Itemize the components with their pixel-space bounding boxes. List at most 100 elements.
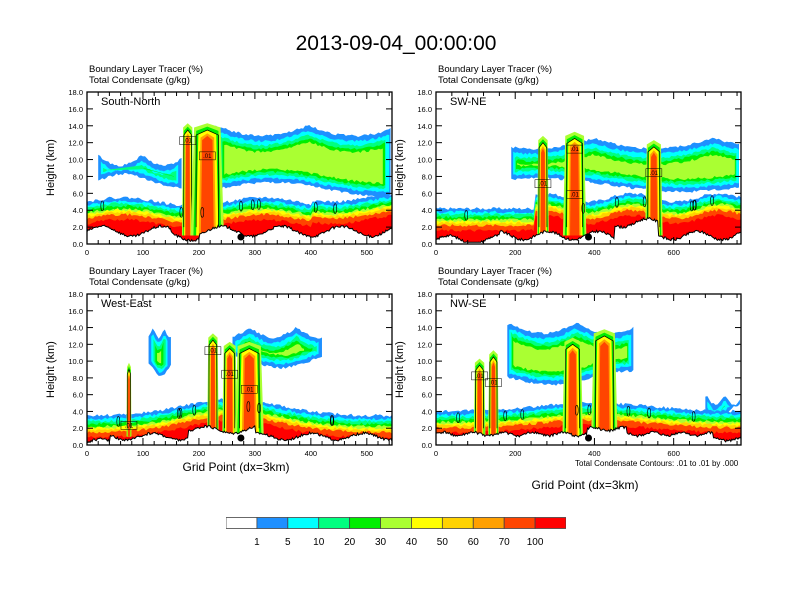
y-tick-label: 12.0	[417, 340, 432, 349]
colorbar-swatch	[503, 517, 536, 529]
colorbar-swatch	[380, 517, 412, 529]
x-tick-label: 400	[588, 449, 601, 458]
contour-label: .01	[570, 193, 579, 199]
y-tick-label: 2.0	[73, 223, 83, 232]
y-tick-label: 0.0	[422, 441, 432, 450]
condensate-contour	[456, 412, 460, 424]
contour-label-box	[241, 385, 258, 394]
condensate-contour	[574, 404, 579, 416]
y-tick-label: 10.0	[417, 156, 432, 165]
panel-title-line-2: Total Condensate (g/kg)	[89, 75, 190, 86]
colorbar-label: 50	[436, 537, 448, 548]
contour-label: .01	[209, 349, 218, 355]
panel-label: South-North	[101, 96, 160, 108]
contour-label: .01	[245, 387, 254, 393]
x-tick-label: 400	[588, 248, 601, 257]
y-tick-label: 2.0	[73, 424, 83, 433]
anvil-contour-fill	[143, 168, 175, 177]
contour-label-box	[120, 421, 138, 430]
condensate-contour	[565, 343, 580, 429]
condensate-contour	[246, 401, 251, 412]
contour-label-box	[199, 151, 216, 161]
condensate-contour	[177, 408, 181, 419]
x-axis-title: Grid Point (dx=3km)	[531, 478, 639, 492]
condensate-contour	[208, 339, 218, 429]
y-tick-label: 14.0	[68, 122, 83, 131]
convective-tower-fill	[200, 135, 214, 236]
colorbar-label: 5	[285, 537, 291, 548]
contour-label: .01	[203, 154, 212, 160]
contour-label: .01	[489, 381, 498, 387]
convective-tower-fill	[243, 354, 255, 437]
condensate-contour	[566, 138, 583, 228]
contour-label: .01	[570, 147, 579, 153]
panel-label: West-East	[101, 298, 152, 310]
panel-label: SW-NE	[450, 96, 486, 108]
y-tick-label: 6.0	[73, 391, 83, 400]
x-tick-label: 100	[137, 248, 150, 257]
convective-tower-fill	[491, 362, 496, 437]
condensate-contour	[475, 364, 484, 429]
y-tick-label: 12.0	[68, 139, 83, 148]
condensate-contour	[691, 411, 696, 422]
condensate-contour	[183, 129, 193, 228]
x-tick-label: 500	[361, 248, 374, 257]
condensate-contour	[692, 199, 697, 211]
y-tick-label: 4.0	[422, 407, 432, 416]
y-tick-label: 8.0	[73, 172, 83, 181]
y-tick-label: 8.0	[73, 374, 83, 383]
location-marker	[585, 233, 592, 241]
contour-label-box	[566, 190, 583, 199]
contour-label: .01	[475, 374, 484, 380]
x-tick-label: 600	[667, 449, 680, 458]
convective-tower-fill	[540, 148, 546, 236]
condensate-contour	[330, 415, 335, 426]
y-tick-label: 14.0	[68, 324, 83, 333]
x-tick-label: 100	[137, 449, 150, 458]
plot-frame	[86, 91, 393, 245]
x-tick-label: 0	[85, 449, 89, 458]
condensate-contour	[179, 206, 184, 218]
x-tick-label: 600	[667, 248, 680, 257]
anvil-contour-fill	[103, 164, 177, 181]
anvil-contour-fill	[247, 343, 305, 357]
location-marker	[237, 233, 245, 241]
condensate-contour	[192, 404, 197, 416]
plot-frame	[86, 293, 393, 446]
condensate-contour	[100, 200, 105, 212]
condensate-contour	[587, 404, 592, 416]
x-tick-label: 0	[85, 248, 89, 257]
x-tick-label: 400	[305, 449, 318, 458]
contour-note: Total Condensate Contours: .01 to .01 by…	[575, 459, 739, 468]
colorbar-label: 10	[313, 537, 325, 548]
condensate-contour	[178, 407, 183, 419]
y-tick-label: 4.0	[422, 206, 432, 215]
contour-label: .01	[184, 139, 193, 145]
x-tick-label: 200	[193, 449, 206, 458]
convective-tower-fill	[570, 144, 580, 236]
panel-title-line-1: Boundary Layer Tracer (%)	[438, 64, 553, 75]
condensate-contour	[503, 410, 508, 422]
terrain-line	[436, 425, 741, 443]
condensate-contour	[195, 129, 219, 228]
colorbar-swatch	[472, 517, 505, 529]
y-tick-label: 10.0	[417, 357, 432, 366]
y-tick-label: 16.0	[417, 307, 432, 316]
colorbar-label: 20	[344, 537, 356, 548]
x-tick-label: 0	[434, 449, 438, 458]
y-tick-label: 0.0	[73, 240, 83, 249]
contour-label-box	[534, 179, 552, 188]
terrain-line	[87, 424, 392, 445]
condensate-contour	[538, 142, 548, 228]
y-tick-label: 4.0	[73, 206, 83, 215]
condensate-contour	[313, 202, 318, 213]
colorbar-label: 30	[374, 537, 387, 548]
y-tick-label: 2.0	[422, 424, 432, 433]
contour-label-box	[204, 346, 222, 355]
panel-title-line-1: Boundary Layer Tracer (%)	[89, 64, 204, 75]
y-tick-label: 10.0	[68, 357, 83, 366]
y-tick-label: 2.0	[422, 223, 432, 232]
y-tick-label: 18.0	[417, 88, 432, 97]
y-tick-label: 6.0	[422, 391, 432, 400]
